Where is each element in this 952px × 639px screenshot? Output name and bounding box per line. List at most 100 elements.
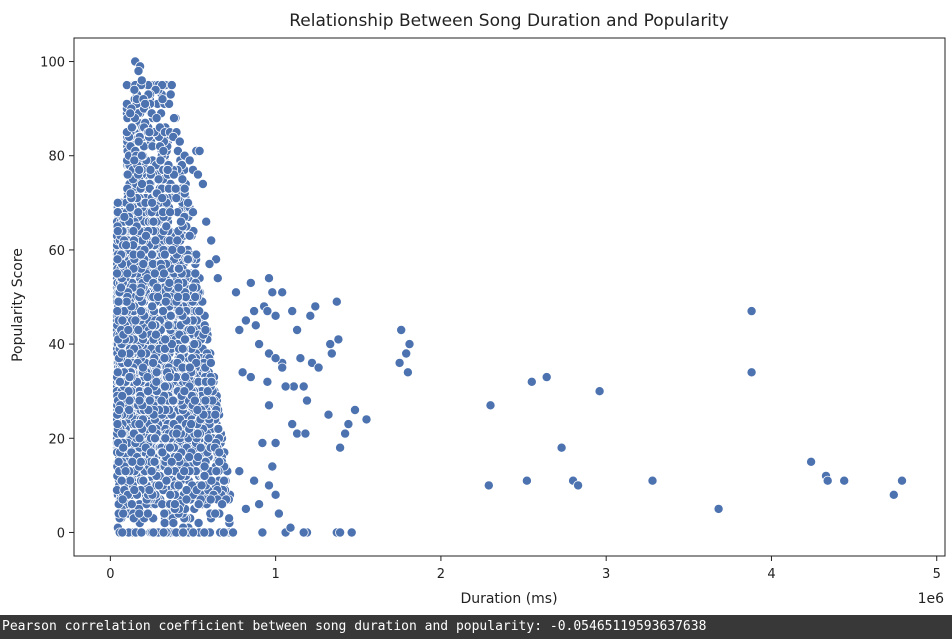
scatter-point [335,527,346,538]
scatter-point [113,456,124,467]
scatter-point [161,221,172,232]
scatter-point [181,494,192,505]
scatter-point [213,423,224,434]
scatter-point [177,343,188,354]
scatter-point [746,306,757,317]
scatter-point [125,475,136,486]
scatter-point [112,197,123,208]
scatter-point [300,428,311,439]
scatter-points [112,56,908,538]
scatter-point [179,386,190,397]
scatter-point [292,324,303,335]
scatter-point [116,282,127,293]
scatter-point [199,470,210,481]
scatter-point [122,357,133,368]
scatter-point [179,334,190,345]
scatter-point [267,287,278,298]
scatter-point [193,499,204,510]
scatter-point [250,320,261,331]
x-axis-label: Duration (ms) [460,591,557,607]
scatter-point [124,404,135,415]
scatter-point [806,456,817,467]
scatter-point [249,475,260,486]
scatter-point [262,376,273,387]
scatter-point [335,442,346,453]
y-tick-label: 100 [40,56,65,71]
scatter-point [159,508,170,519]
scatter-point [145,447,156,458]
scatter-point [192,428,203,439]
scatter-point [149,433,160,444]
scatter-point [136,348,147,359]
scatter-point [277,362,288,373]
scatter-point [188,282,199,293]
scatter-point [128,226,139,237]
scatter-point [184,362,195,373]
scatter-point [112,306,123,317]
scatter-point [133,207,144,218]
scatter-point [136,527,147,538]
plot-frame [73,37,946,557]
scatter-point [129,155,140,166]
scatter-point [157,306,168,317]
scatter-point [117,494,128,505]
scatter-point [206,376,217,387]
scatter-point [184,452,195,463]
scatter-point [151,376,162,387]
scatter-point [135,287,146,298]
scatter-point [186,419,197,430]
scatter-point [112,419,123,430]
scatter-point [117,527,128,538]
scatter-point [112,226,123,237]
scatter-point [168,518,179,529]
scatter-point [172,235,183,246]
scatter-point [179,466,190,477]
scatter-point [153,174,164,185]
scatter-point [144,127,155,138]
scatter-point [280,381,291,392]
scatter-point [160,296,171,307]
scatter-point [147,301,158,312]
scatter-point [212,273,223,284]
scatter-point [118,508,129,519]
scatter-point [162,164,173,175]
scatter-point [173,480,184,491]
scatter-point [343,419,354,430]
scatter-point [187,207,198,218]
scatter-point [116,428,127,439]
scatter-point [285,522,296,533]
scatter-point [164,442,175,453]
scatter-point [194,306,205,317]
scatter-point [325,339,336,350]
scatter-point [897,475,908,486]
scatter-point [521,475,532,486]
y-tick-label: 0 [57,526,65,541]
scatter-point [270,353,281,364]
scatter-point [148,357,159,368]
scatter-point [262,306,273,317]
scatter-point [152,282,163,293]
y-tick-label: 80 [48,150,65,165]
x-tick-label: 1 [271,567,279,582]
scatter-point [210,409,221,420]
scatter-point [172,145,183,156]
scatter-point [199,527,210,538]
scatter-point [165,489,176,500]
scatter-point [159,249,170,260]
scatter-point [401,348,412,359]
scatter-point [179,183,190,194]
scatter-point [245,372,256,383]
scatter-point [287,306,298,317]
scatter-point [134,508,145,519]
scatter-point [217,499,228,510]
scatter-point [157,193,168,204]
scatter-point [237,367,248,378]
scatter-point [263,400,274,411]
scatter-point [173,263,184,274]
scatter-point [746,367,757,378]
scatter-point [234,466,245,477]
scatter-point [204,258,215,269]
scatter-point [249,306,260,317]
scatter-point [160,433,171,444]
scatter-point [177,174,188,185]
